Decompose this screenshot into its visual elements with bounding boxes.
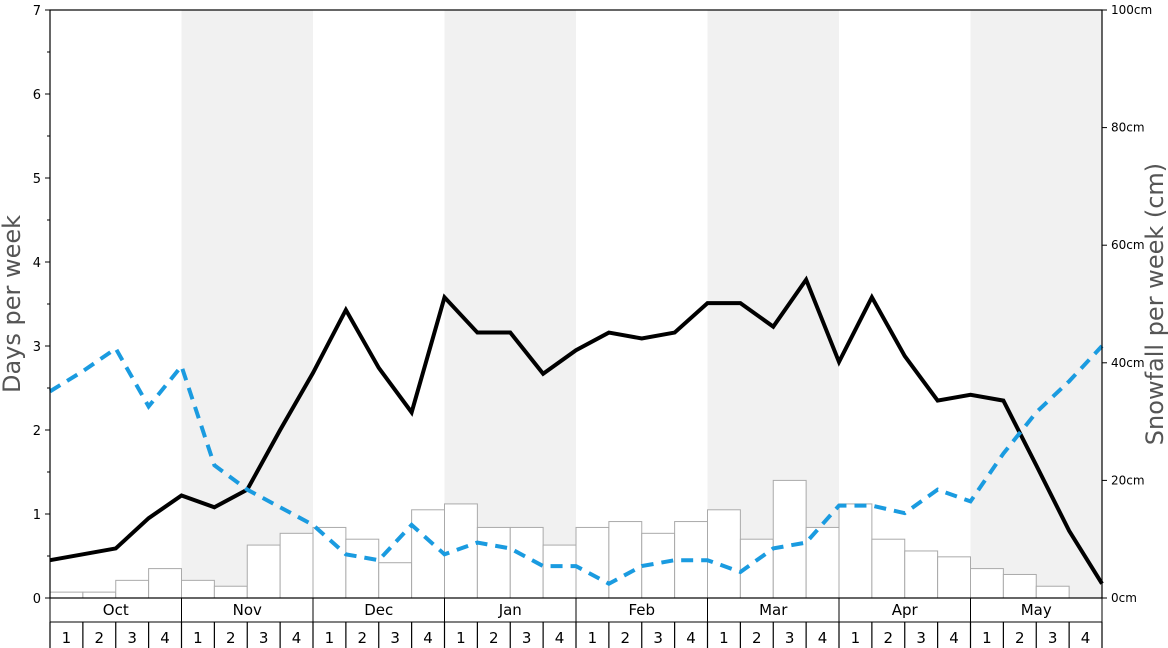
- week-label: 1: [193, 629, 203, 647]
- week-label: 4: [1081, 629, 1091, 647]
- week-label: 4: [949, 629, 959, 647]
- snowfall-bar-7: [246, 544, 281, 599]
- week-label: 1: [456, 629, 466, 647]
- right-tick-label: 100cm: [1111, 3, 1152, 17]
- left-tick-label: 1: [33, 508, 41, 523]
- week-label: 1: [325, 629, 335, 647]
- snowfall-bar-4: [148, 568, 182, 599]
- month-label-apr: Apr: [892, 601, 919, 619]
- right-axis: 0cm 20cm 40cm 60cm 80cm 100cm: [1102, 3, 1152, 605]
- snowfall-bar-5: [181, 579, 215, 599]
- month-label-oct: Oct: [103, 601, 129, 619]
- week-label: 1: [982, 629, 992, 647]
- snowfall-bar-9: [312, 526, 347, 599]
- week-label: 1: [851, 629, 861, 647]
- days-lines: [48, 275, 1104, 586]
- right-tick-label: 60cm: [1111, 238, 1145, 252]
- snowfall-bar-14: [476, 526, 511, 599]
- week-label: 3: [916, 629, 926, 647]
- month-shade-nov: [181, 10, 313, 598]
- week-label: 2: [621, 629, 631, 647]
- week-label: 4: [818, 629, 828, 647]
- snowfall-bar-2: [82, 591, 117, 599]
- month-label-nov: Nov: [233, 601, 262, 619]
- week-label: 3: [259, 629, 269, 647]
- left-tick-label: 4: [33, 256, 41, 271]
- left-tick-label: 0: [33, 592, 41, 607]
- right-tick-label: 0cm: [1111, 591, 1137, 605]
- week-label: 4: [423, 629, 433, 647]
- left-tick-label: 2: [33, 424, 41, 439]
- month-label-dec: Dec: [364, 601, 393, 619]
- snowfall-bar-8: [279, 532, 314, 599]
- month-label-feb: Feb: [628, 601, 655, 619]
- month-label-may: May: [1021, 601, 1052, 619]
- month-label-mar: Mar: [759, 601, 788, 619]
- dashed-days-line: [48, 344, 1104, 586]
- month-label-jan: Jan: [498, 601, 522, 619]
- week-label: 3: [522, 629, 532, 647]
- week-label: 3: [1048, 629, 1058, 647]
- snowfall-bar-25: [838, 503, 873, 599]
- snowfall-bar-18: [608, 521, 643, 599]
- week-label: 2: [489, 629, 499, 647]
- snowfall-bar-6: [213, 585, 248, 599]
- week-label: 2: [95, 629, 105, 647]
- snowfall-bar-29: [970, 568, 1004, 599]
- month-shade-may: [970, 10, 1102, 598]
- solid-days-line: [49, 275, 1104, 585]
- right-tick-label: 80cm: [1111, 121, 1145, 135]
- snowfall-bar-26: [871, 538, 906, 599]
- week-label: 3: [127, 629, 137, 647]
- left-axis-title: Days per week: [0, 215, 26, 393]
- snowfall-bar-31: [1035, 585, 1070, 599]
- right-tick-label: 40cm: [1111, 356, 1145, 370]
- snowfall-bar-11: [378, 562, 413, 599]
- week-label: 2: [752, 629, 762, 647]
- snowfall-bar-1: [49, 591, 84, 599]
- week-label: 2: [226, 629, 236, 647]
- snowfall-bar-16: [542, 544, 577, 599]
- week-label: 2: [358, 629, 368, 647]
- month-label-row: Oct Nov Dec Jan Feb Mar Apr May: [49, 598, 1103, 623]
- snowfall-bar-30: [1002, 573, 1037, 599]
- week-label: 4: [686, 629, 696, 647]
- left-tick-label: 3: [33, 340, 41, 355]
- snowfall-bar-28: [937, 556, 971, 599]
- week-label: 3: [390, 629, 400, 647]
- week-label: 2: [884, 629, 894, 647]
- right-tick-label: 20cm: [1111, 473, 1145, 487]
- week-label: 1: [62, 629, 72, 647]
- week-label: 4: [555, 629, 565, 647]
- snowfall-bars: [49, 479, 1070, 599]
- snowfall-bar-21: [707, 509, 741, 599]
- left-tick-label: 7: [33, 4, 41, 19]
- snowfall-bar-23: [772, 479, 807, 599]
- snowfall-bar-3: [115, 579, 150, 599]
- week-label: 4: [160, 629, 170, 647]
- week-label: 1: [719, 629, 729, 647]
- month-shade-jan: [444, 10, 576, 598]
- month-shading-layer: [181, 10, 1102, 598]
- week-label: 3: [653, 629, 663, 647]
- right-axis-title: Snowfall per week (cm): [1141, 163, 1168, 445]
- left-axis: 0 1 2 3 4 5 6 7: [33, 4, 50, 607]
- week-label-row: 1 2 3 4 1 2 3 4 1 2 3 4 1 2 3 4 1 2 3 4 1 2 3 4 1 2 3 4 1 2 3 4: [49, 622, 1103, 648]
- week-label: 1: [588, 629, 598, 647]
- snowfall-bar-12: [411, 509, 445, 599]
- week-label: 4: [292, 629, 302, 647]
- snowfall-bar-10: [345, 538, 380, 599]
- week-label: 3: [785, 629, 795, 647]
- snowfall-bar-27: [904, 550, 939, 599]
- left-tick-label: 5: [33, 172, 41, 187]
- snowfall-bar-17: [575, 526, 610, 599]
- left-tick-label: 6: [33, 88, 41, 103]
- snowfall-bar-13: [444, 503, 478, 599]
- week-label: 2: [1015, 629, 1025, 647]
